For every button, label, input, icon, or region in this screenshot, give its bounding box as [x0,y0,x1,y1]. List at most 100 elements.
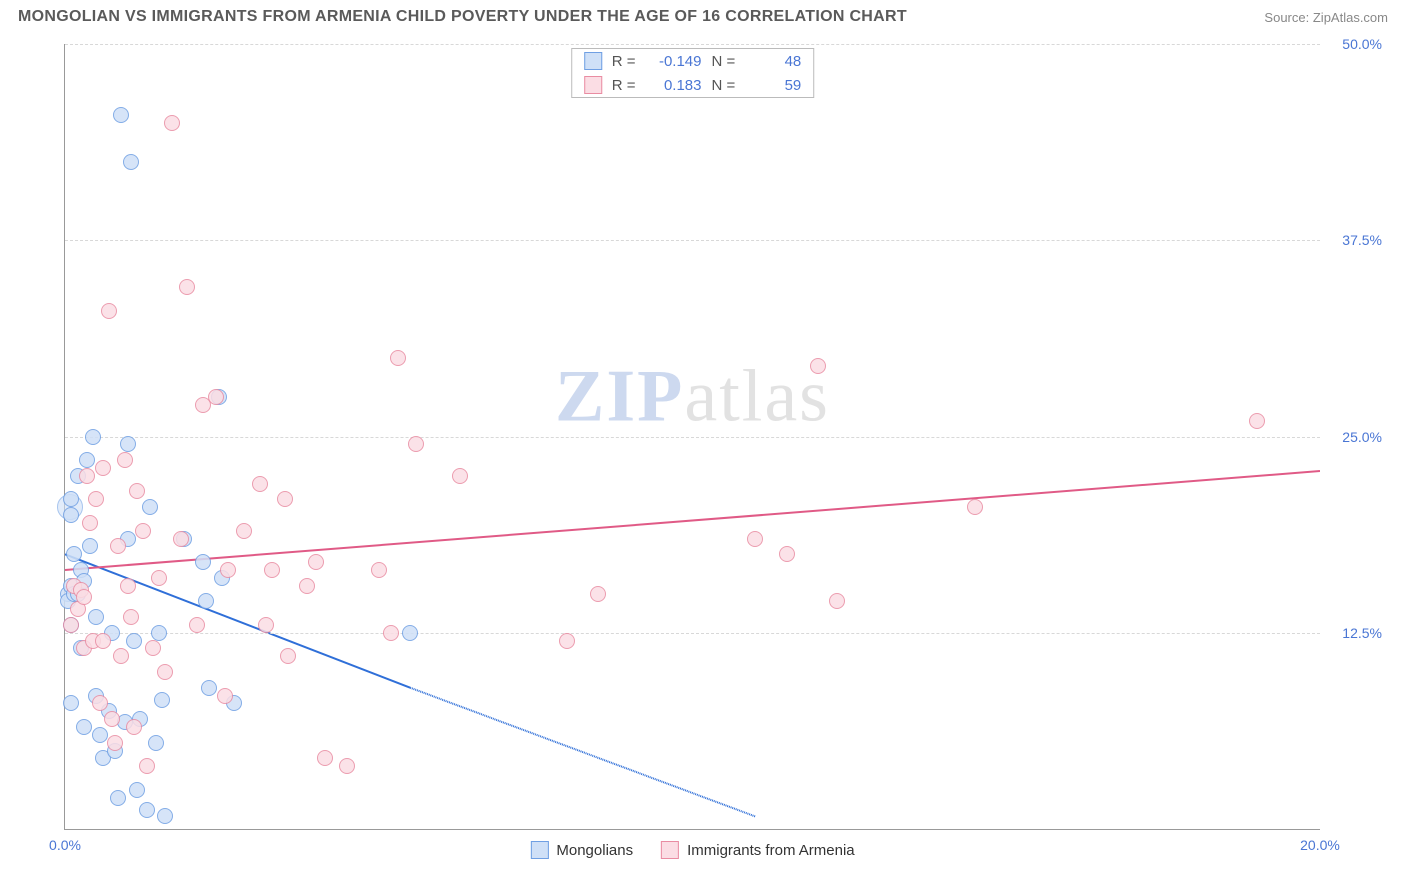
n-value-1: 59 [745,77,801,94]
watermark-atlas: atlas [684,356,830,438]
scatter-point-series-0 [198,593,214,609]
scatter-point-series-1 [95,460,111,476]
watermark: ZIPatlas [555,355,830,440]
n-value-0: 48 [745,53,801,70]
series-name-0: Mongolians [556,842,633,859]
scatter-point-series-0 [82,538,98,554]
series-name-1: Immigrants from Armenia [687,842,855,859]
scatter-point-series-0 [195,554,211,570]
scatter-point-series-1 [408,436,424,452]
scatter-point-series-1 [277,491,293,507]
scatter-point-series-1 [79,468,95,484]
scatter-point-series-0 [139,802,155,818]
y-tick-label: 50.0% [1342,36,1382,52]
legend-swatch-1 [584,76,602,94]
scatter-point-series-1 [63,617,79,633]
r-value-0: -0.149 [646,53,702,70]
plot-area: ZIPatlas R = -0.149 N = 48 R = 0.183 N =… [64,44,1320,830]
y-tick-label: 25.0% [1342,429,1382,445]
scatter-point-series-1 [590,586,606,602]
source-label: Source: [1264,10,1309,25]
scatter-point-series-1 [220,562,236,578]
legend-item-1: Immigrants from Armenia [661,841,855,859]
gridline-h [65,240,1320,241]
scatter-point-series-1 [810,358,826,374]
scatter-point-series-1 [829,593,845,609]
r-label: R = [612,77,636,94]
scatter-point-series-1 [88,491,104,507]
scatter-point-series-1 [173,531,189,547]
scatter-point-series-0 [123,154,139,170]
scatter-point-series-1 [189,617,205,633]
scatter-point-series-1 [339,758,355,774]
scatter-point-series-1 [126,719,142,735]
scatter-point-series-0 [110,790,126,806]
scatter-point-series-1 [236,523,252,539]
chart-container: Child Poverty Under the Age of 16 ZIPatl… [18,38,1388,874]
r-value-1: 0.183 [646,77,702,94]
scatter-point-series-1 [208,389,224,405]
scatter-point-series-0 [85,429,101,445]
scatter-point-series-1 [76,589,92,605]
legend-bottom-swatch-1 [661,841,679,859]
legend-row-series-0: R = -0.149 N = 48 [572,49,814,73]
scatter-point-series-0 [142,499,158,515]
trend-line-solid [65,554,410,687]
scatter-point-series-1 [383,625,399,641]
n-label: N = [712,77,736,94]
scatter-point-series-0 [154,692,170,708]
scatter-point-series-1 [104,711,120,727]
scatter-point-series-1 [145,640,161,656]
scatter-point-series-1 [967,499,983,515]
scatter-point-series-0 [201,680,217,696]
legend-item-0: Mongolians [530,841,633,859]
scatter-point-series-1 [252,476,268,492]
scatter-point-series-0 [92,727,108,743]
gridline-h [65,437,1320,438]
scatter-point-series-1 [280,648,296,664]
y-tick-label: 37.5% [1342,232,1382,248]
scatter-point-series-1 [258,617,274,633]
scatter-point-series-1 [101,303,117,319]
n-label: N = [712,53,736,70]
chart-header: MONGOLIAN VS IMMIGRANTS FROM ARMENIA CHI… [0,0,1406,30]
scatter-point-series-1 [452,468,468,484]
scatter-point-series-0 [126,633,142,649]
scatter-point-series-1 [779,546,795,562]
scatter-point-series-1 [129,483,145,499]
correlation-legend: R = -0.149 N = 48 R = 0.183 N = 59 [571,48,815,98]
scatter-point-series-1 [164,115,180,131]
scatter-point-series-1 [747,531,763,547]
scatter-point-series-1 [179,279,195,295]
scatter-point-series-1 [135,523,151,539]
scatter-point-series-0 [148,735,164,751]
scatter-point-series-1 [107,735,123,751]
scatter-point-series-1 [95,633,111,649]
scatter-point-series-1 [117,452,133,468]
scatter-point-series-0 [88,609,104,625]
scatter-point-series-0 [66,546,82,562]
scatter-point-series-1 [371,562,387,578]
scatter-point-series-1 [1249,413,1265,429]
scatter-point-series-1 [308,554,324,570]
legend-bottom-swatch-0 [530,841,548,859]
scatter-point-series-1 [110,538,126,554]
scatter-point-series-0 [113,107,129,123]
legend-swatch-0 [584,52,602,70]
scatter-point-series-0 [63,507,79,523]
scatter-point-series-0 [129,782,145,798]
source-name: ZipAtlas.com [1313,10,1388,25]
scatter-point-series-1 [317,750,333,766]
trend-line-dashed [410,688,755,817]
scatter-point-series-1 [123,609,139,625]
scatter-point-series-1 [113,648,129,664]
scatter-point-series-0 [76,719,92,735]
r-label: R = [612,53,636,70]
scatter-point-series-1 [157,664,173,680]
watermark-zip: ZIP [555,356,684,438]
y-tick-label: 12.5% [1342,625,1382,641]
scatter-point-series-1 [390,350,406,366]
scatter-point-series-1 [151,570,167,586]
scatter-point-series-0 [151,625,167,641]
scatter-point-series-1 [139,758,155,774]
